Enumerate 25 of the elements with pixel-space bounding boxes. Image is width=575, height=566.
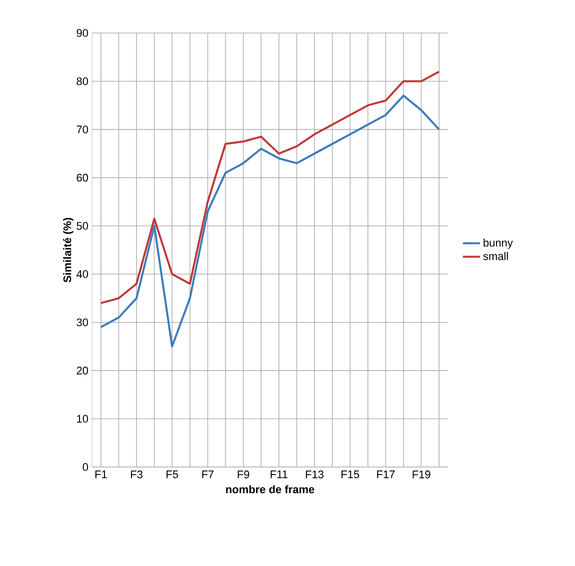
- y-tick-label: 70: [76, 126, 88, 134]
- x-tick-label: F5: [166, 470, 178, 478]
- x-tick-label: F3: [130, 470, 142, 478]
- x-tick-label: F7: [202, 470, 214, 478]
- x-axis-title: nombre de frame: [226, 485, 314, 494]
- y-tick-label: 80: [76, 77, 88, 86]
- y-tick-label: 0: [82, 463, 88, 471]
- y-tick-label: 40: [76, 270, 88, 278]
- y-tick-label: 50: [76, 222, 88, 230]
- legend-label: small: [483, 252, 508, 260]
- legend-label: bunny: [484, 238, 513, 249]
- x-tick-label: F19: [412, 470, 430, 478]
- x-tick-label: F13: [306, 470, 324, 478]
- x-tick-label: F11: [270, 470, 288, 478]
- y-axis-title: Similaité (%): [63, 218, 74, 282]
- y-tick-label: 10: [77, 414, 88, 423]
- x-tick-label: F1: [95, 470, 107, 478]
- x-tick-label: F15: [342, 470, 360, 478]
- y-tick-label: 60: [76, 174, 88, 182]
- x-tick-label: F9: [238, 470, 250, 478]
- y-tick-label: 30: [76, 318, 88, 326]
- y-tick-label: 90: [76, 29, 88, 37]
- y-tick-label: 20: [76, 366, 88, 374]
- x-tick-label: F17: [377, 470, 395, 478]
- line-series: [100, 70, 440, 304]
